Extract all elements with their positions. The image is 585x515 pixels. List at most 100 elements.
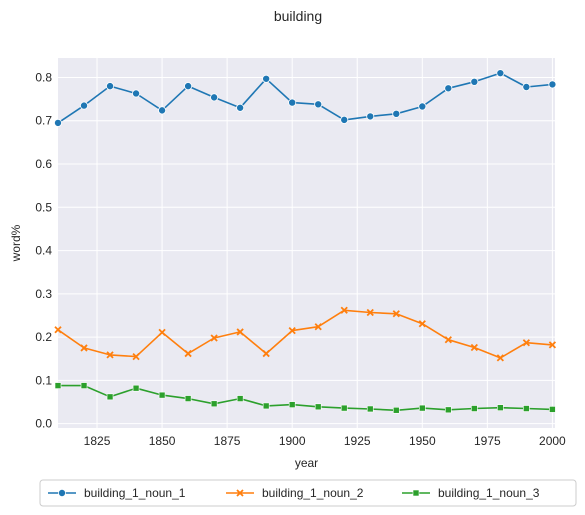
data-point — [340, 115, 349, 124]
legend-box — [39, 479, 577, 507]
x-axis-label: year — [295, 456, 318, 470]
series-line — [57, 309, 553, 359]
data-point — [288, 326, 296, 335]
legend-entry: building_1_noun_2 — [226, 486, 364, 500]
data-point — [366, 405, 374, 413]
data-point — [262, 74, 271, 83]
data-point — [132, 89, 141, 98]
x-tick-labels: 1825 1850 1875 1900 1925 1950 1975 2000 — [84, 434, 566, 448]
data-point — [262, 402, 270, 410]
data-point — [392, 406, 400, 414]
x-tick-label: 1825 — [84, 434, 111, 448]
plot-area — [58, 58, 555, 428]
x-tick-label: 1850 — [149, 434, 176, 448]
x-tick-label: 1975 — [474, 434, 501, 448]
y-tick-label: 0.5 — [35, 200, 52, 214]
x-tick-label: 2000 — [539, 434, 566, 448]
data-point — [106, 393, 114, 401]
data-point — [444, 84, 453, 93]
chart-title: building — [274, 8, 322, 24]
data-point — [392, 310, 400, 318]
data-point — [522, 82, 531, 91]
data-point — [549, 406, 556, 413]
series-2 — [54, 306, 557, 362]
data-point — [496, 69, 505, 78]
data-point — [54, 382, 62, 389]
data-point — [158, 391, 166, 399]
data-point — [54, 326, 62, 334]
data-point — [210, 334, 218, 342]
series-1 — [54, 69, 557, 127]
data-point — [418, 320, 426, 328]
grid — [58, 58, 555, 428]
data-point — [80, 344, 88, 352]
data-point — [132, 384, 140, 392]
data-point — [445, 406, 452, 414]
data-point — [471, 405, 478, 412]
data-point — [523, 405, 530, 412]
legend-marker — [412, 489, 420, 497]
y-tick-label: 0.4 — [35, 244, 52, 258]
series-line — [58, 384, 553, 412]
data-point — [314, 403, 322, 411]
y-tick-label: 0.6 — [35, 157, 52, 171]
data-point — [418, 102, 427, 111]
data-point — [158, 328, 166, 336]
data-point — [54, 118, 63, 127]
legend-entry: building_1_noun_3 — [402, 486, 540, 500]
data-point — [288, 98, 297, 107]
data-point — [184, 349, 192, 358]
data-point — [470, 77, 479, 86]
data-point — [80, 382, 88, 389]
legend-label: building_1_noun_1 — [84, 486, 186, 500]
data-point — [106, 82, 115, 91]
data-point — [288, 401, 296, 408]
series-line — [57, 72, 553, 124]
data-point — [236, 328, 244, 336]
data-point — [418, 404, 426, 412]
y-tick-label: 0.0 — [35, 417, 52, 431]
series-layer — [54, 69, 557, 414]
data-point — [340, 404, 348, 412]
data-point — [548, 80, 557, 89]
data-point — [262, 349, 270, 358]
data-point — [497, 404, 504, 411]
data-point — [106, 351, 114, 359]
y-tick-label: 0.1 — [35, 373, 52, 387]
data-point — [184, 395, 192, 402]
y-tick-label: 0.7 — [35, 114, 52, 128]
data-point — [470, 343, 478, 352]
data-point — [314, 100, 323, 109]
x-tick-label: 1925 — [344, 434, 371, 448]
data-point — [210, 93, 219, 102]
data-point — [210, 400, 218, 408]
data-point — [444, 336, 452, 344]
legend: building_1_noun_1 building_1_noun_2 buildi… — [39, 479, 577, 507]
data-point — [314, 323, 322, 331]
x-tick-label: 1950 — [409, 434, 436, 448]
data-point — [340, 306, 348, 314]
data-point — [132, 352, 140, 361]
data-point — [366, 308, 374, 317]
y-tick-label: 0.3 — [35, 287, 52, 301]
y-tick-labels: 0.0 0.1 0.2 0.3 0.4 0.5 0.6 0.7 0.8 — [35, 70, 52, 430]
data-point — [184, 82, 193, 91]
series-3 — [54, 382, 556, 414]
data-point — [366, 112, 375, 121]
data-point — [548, 341, 557, 349]
legend-marker — [58, 488, 67, 497]
y-tick-label: 0.8 — [35, 70, 52, 84]
legend-label: building_1_noun_3 — [438, 486, 540, 500]
x-tick-label: 1875 — [214, 434, 241, 448]
data-point — [236, 103, 245, 112]
data-point — [158, 106, 167, 115]
data-point — [392, 109, 401, 118]
data-point — [236, 395, 244, 402]
legend-entry: building_1_noun_1 — [48, 486, 186, 500]
legend-label: building_1_noun_2 — [262, 486, 364, 500]
data-point — [522, 339, 531, 347]
legend-marker — [236, 489, 244, 497]
y-axis-label: word% — [9, 224, 23, 262]
x-tick-label: 1900 — [279, 434, 306, 448]
